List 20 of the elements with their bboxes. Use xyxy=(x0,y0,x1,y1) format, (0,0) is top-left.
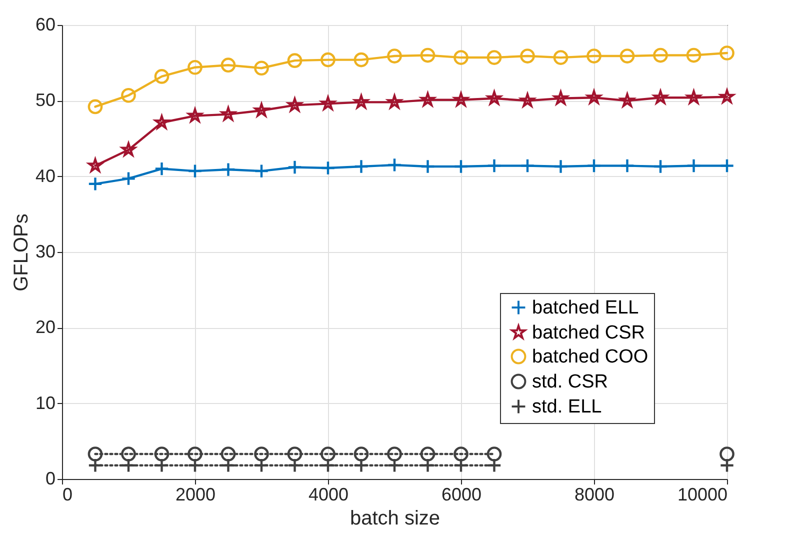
x-tick-label: 4000 xyxy=(308,484,349,504)
y-tick-label: 30 xyxy=(35,242,56,262)
y-tick-label: 0 xyxy=(45,468,56,488)
y-tick-label: 20 xyxy=(35,317,56,338)
x-tick-label: 10000 xyxy=(677,484,728,504)
legend-label: batched ELL xyxy=(532,298,639,318)
y-axis-title: GFLOPs xyxy=(10,214,32,292)
x-tick-label: 2000 xyxy=(175,484,216,504)
x-tick-label: 6000 xyxy=(441,484,482,504)
y-tick-label: 60 xyxy=(35,14,56,34)
x-axis-title: batch size xyxy=(350,508,440,530)
legend-label: batched CSR xyxy=(532,322,646,344)
y-tick-label: 10 xyxy=(35,392,56,413)
x-tick-label: 0 xyxy=(62,484,73,504)
legend-label: batched COO xyxy=(532,346,648,368)
y-tick-label: 40 xyxy=(35,166,56,186)
legend-label: std. CSR xyxy=(532,372,608,392)
legend-label: std. ELL xyxy=(532,396,602,418)
x-tick-label: 8000 xyxy=(574,484,615,504)
y-tick-label: 50 xyxy=(35,90,56,110)
